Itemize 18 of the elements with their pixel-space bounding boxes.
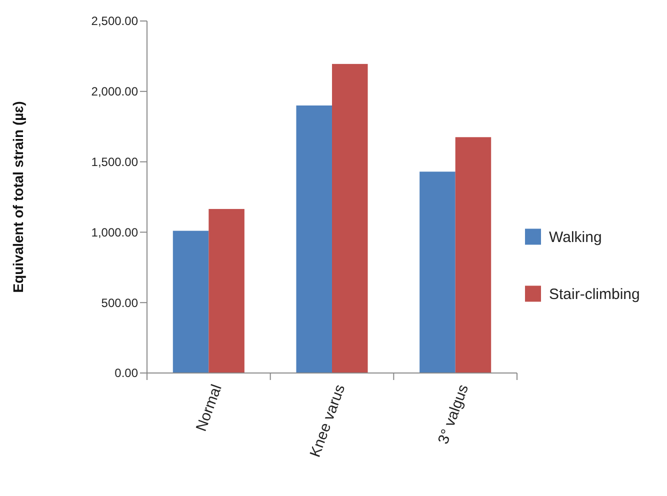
legend-label: Stair-climbing	[549, 286, 640, 303]
y-tick-label: 2,000.00	[91, 84, 138, 99]
y-axis-title: Equivalent of total strain (µɛ)	[10, 101, 26, 293]
y-tick-label: 1,000.00	[91, 225, 138, 240]
bar	[172, 230, 209, 373]
bar	[208, 208, 244, 373]
y-tick-label: 500.00	[101, 296, 138, 310]
bar	[455, 137, 492, 373]
bar	[296, 105, 332, 373]
x-tick-label: Normal	[192, 382, 226, 434]
y-tick-label: 0.00	[114, 366, 138, 380]
bar	[420, 172, 456, 373]
x-tick-label: 3° valgus	[434, 382, 472, 446]
y-tick-label: 2,500.00	[91, 14, 138, 28]
y-tick-label: 1,500.00	[91, 155, 138, 169]
legend-label: Walking	[549, 228, 602, 246]
x-tick-label: Knee varus	[306, 382, 349, 460]
bar	[332, 64, 368, 373]
